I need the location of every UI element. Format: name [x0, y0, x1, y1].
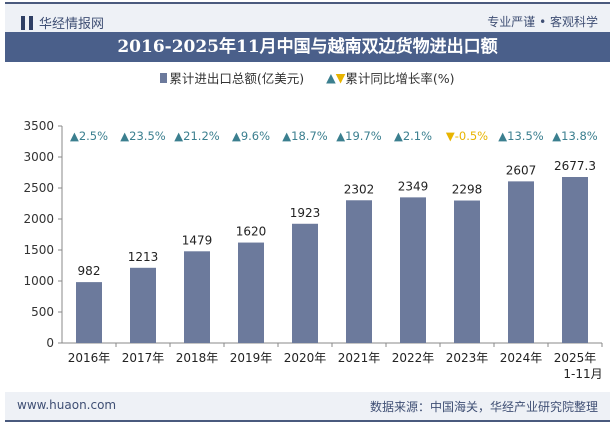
brand: 华经情报网 [21, 13, 104, 32]
y-tick-label: 1000 [23, 274, 54, 288]
up-triangle-icon: ▲ [70, 129, 79, 143]
y-tick-label: 1500 [23, 243, 54, 257]
growth-label: ▲2.1% [394, 129, 432, 143]
bar [454, 200, 480, 343]
bar [292, 223, 318, 343]
legend: 累计进出口总额(亿美元) ▲▼累计同比增长率(%) [0, 68, 615, 87]
x-tick-label: 2019年 [230, 351, 273, 365]
up-triangle-icon: ▲ [120, 129, 129, 143]
y-tick-label: 2500 [23, 181, 54, 195]
brand-name: 华经情报网 [39, 17, 105, 32]
y-tick-label: 500 [31, 305, 54, 319]
bar-value-label: 2298 [452, 183, 483, 197]
bar-value-label: 1620 [236, 225, 267, 239]
down-triangle-icon: ▼ [446, 129, 455, 143]
bottom-rule [5, 420, 610, 422]
slogan: 专业严谨 • 客观科学 [487, 15, 598, 29]
growth-value: 9.6% [241, 129, 270, 143]
bar [346, 200, 372, 343]
y-tick-label: 3000 [23, 150, 54, 164]
bar [562, 177, 588, 343]
x-tick-label: 2025年 [554, 351, 597, 365]
up-triangle-icon: ▲ [498, 129, 507, 143]
bar-value-label: 1213 [128, 250, 159, 264]
growth-value: 13.8% [561, 129, 598, 143]
x-tick-label: 2017年 [122, 351, 165, 365]
up-triangle-icon: ▲ [174, 129, 183, 143]
growth-value: 23.5% [129, 129, 166, 143]
bar-value-label: 2677.3 [554, 159, 596, 173]
growth-label: ▲21.2% [174, 129, 219, 143]
y-tick-label: 2000 [23, 212, 54, 226]
up-triangle-icon: ▲ [282, 129, 291, 143]
growth-value: -0.5% [455, 129, 488, 143]
x-tick-label: 2023年 [446, 351, 489, 365]
growth-value: 13.5% [507, 129, 544, 143]
x-tick-label: 2024年 [500, 351, 543, 365]
x-tick-label: 2022年 [392, 351, 435, 365]
growth-label: ▲19.7% [336, 129, 381, 143]
up-triangle-icon: ▲ [336, 129, 345, 143]
data-source: 数据来源：中国海关，华经产业研究院整理 [369, 400, 598, 414]
x-tick-label: 1-11月 [563, 367, 602, 381]
growth-label: ▲18.7% [282, 129, 327, 143]
growth-label: ▼-0.5% [446, 129, 488, 143]
title-bar: 2016-2025年11月中国与越南双边货物进出口额 [5, 32, 610, 62]
growth-value: 2.5% [79, 129, 108, 143]
bar-value-label: 2349 [398, 179, 429, 193]
brand-bar: 华经情报网 专业严谨 • 客观科学 [5, 4, 610, 32]
growth-label: ▲2.5% [70, 129, 108, 143]
growth-value: 18.7% [291, 129, 328, 143]
bar-value-label: 2302 [344, 182, 375, 196]
x-tick-label: 2020年 [284, 351, 327, 365]
legend-down-triangle-icon: ▼ [335, 70, 346, 85]
growth-value: 19.7% [345, 129, 382, 143]
bar [76, 282, 102, 343]
bar [508, 181, 534, 343]
y-tick-label: 3500 [23, 119, 54, 133]
x-tick-label: 2016年 [68, 351, 111, 365]
up-triangle-icon: ▲ [552, 129, 561, 143]
site-url: www.huaon.com [17, 398, 117, 412]
growth-value: 2.1% [403, 129, 432, 143]
top-rule [5, 2, 610, 4]
bar [130, 267, 156, 343]
bar-value-label: 982 [78, 264, 101, 278]
x-tick-label: 2021年 [338, 351, 381, 365]
growth-label: ▲9.6% [232, 129, 270, 143]
footer: www.huaon.com 数据来源：中国海关，华经产业研究院整理 [5, 392, 610, 420]
legend-up-triangle-icon: ▲ [326, 70, 336, 85]
chart-title: 2016-2025年11月中国与越南双边货物进出口额 [117, 37, 498, 57]
bar [238, 242, 264, 343]
growth-label: ▲13.5% [498, 129, 543, 143]
x-tick-label: 2018年 [176, 351, 219, 365]
y-tick-label: 0 [46, 336, 54, 350]
legend-growth-label: 累计同比增长率(%) [345, 71, 455, 86]
up-triangle-icon: ▲ [394, 129, 403, 143]
growth-label: ▲13.8% [552, 129, 597, 143]
bar-value-label: 1923 [290, 206, 321, 220]
bar-value-label: 1479 [182, 233, 213, 247]
growth-label: ▲23.5% [120, 129, 165, 143]
legend-bar-label: 累计进出口总额(亿美元) [169, 71, 305, 86]
logo-icon [21, 15, 33, 30]
bar-value-label: 2607 [506, 163, 537, 177]
bar [400, 197, 426, 343]
growth-value: 21.2% [183, 129, 220, 143]
bar [184, 251, 210, 343]
up-triangle-icon: ▲ [232, 129, 241, 143]
legend-bar-swatch [160, 72, 168, 83]
